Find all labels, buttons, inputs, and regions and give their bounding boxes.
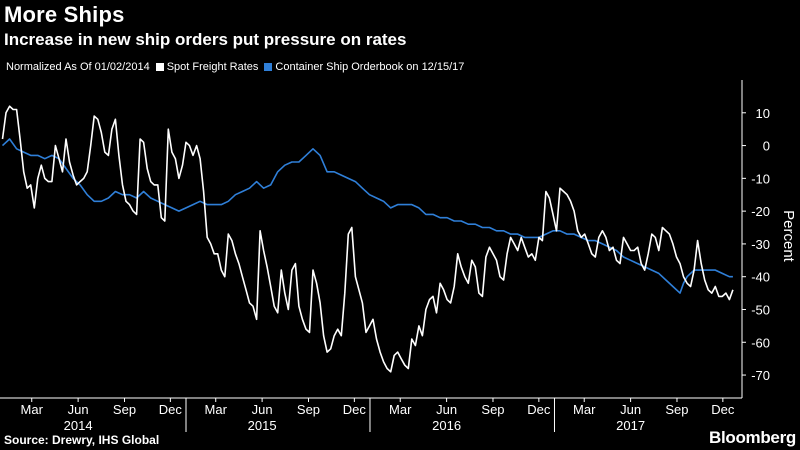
source-note: Source: Drewry, IHS Global — [4, 433, 160, 447]
x-tick-label: Dec — [711, 402, 735, 417]
y-tick-label: -70 — [751, 368, 770, 383]
x-tick-label: Dec — [527, 402, 551, 417]
chart-subtitle: Increase in new ship orders put pressure… — [4, 30, 407, 49]
x-tick-label: Mar — [205, 402, 228, 417]
y-axis: 10 0 -10 -20 -30 -40 -50 -60 -70 — [741, 80, 770, 398]
x-tick-label: Sep — [297, 402, 320, 417]
x-tick-label: Mar — [389, 402, 412, 417]
y-tick-label: -30 — [751, 237, 770, 252]
x-axis: Mar Jun Sep Dec Mar Jun Sep Dec Mar Jun Sep Dec Mar J… — [0, 397, 742, 433]
y-tick-label: -60 — [751, 335, 770, 350]
series-line-spot-freight — [1, 105, 734, 373]
x-year-label: 2016 — [432, 418, 461, 433]
x-year-label: 2015 — [248, 418, 277, 433]
chart-title: More Ships — [4, 2, 125, 27]
x-tick-label: Jun — [252, 402, 273, 417]
legend-swatch-spot-freight — [155, 63, 164, 71]
x-tick-label: Sep — [113, 402, 136, 417]
normalization-note: Normalized As Of 01/02/2014 — [6, 61, 150, 73]
x-tick-label: Jun — [436, 402, 457, 417]
y-axis-label: Percent — [780, 210, 797, 263]
y-tick-label: -10 — [751, 171, 770, 186]
plot-area — [1, 105, 734, 373]
x-tick-label: Dec — [159, 402, 183, 417]
x-tick-label: Sep — [665, 402, 688, 417]
x-tick-label: Mar — [21, 402, 44, 417]
x-tick-label: Sep — [481, 402, 504, 417]
y-tick-label: -50 — [751, 302, 770, 317]
x-tick-label: Mar — [573, 402, 596, 417]
y-tick-label: -20 — [751, 204, 770, 219]
x-tick-label: Dec — [343, 402, 367, 417]
y-tick-label: 10 — [756, 106, 770, 121]
legend: Normalized As Of 01/02/2014 Spot Freight… — [6, 61, 464, 73]
x-tick-label: Jun — [68, 402, 89, 417]
series-line-orderbook — [1, 138, 733, 294]
legend-label-spot-freight: Spot Freight Rates — [166, 61, 259, 73]
y-tick-label: -40 — [751, 270, 770, 285]
legend-label-orderbook: Container Ship Orderbook on 12/15/17 — [275, 61, 465, 73]
bloomberg-logo: Bloomberg — [708, 428, 796, 447]
legend-swatch-orderbook — [264, 63, 273, 71]
y-tick-label: 0 — [763, 139, 770, 154]
x-year-label: 2014 — [64, 418, 93, 433]
x-tick-label: Jun — [620, 402, 641, 417]
x-year-label: 2017 — [616, 418, 645, 433]
